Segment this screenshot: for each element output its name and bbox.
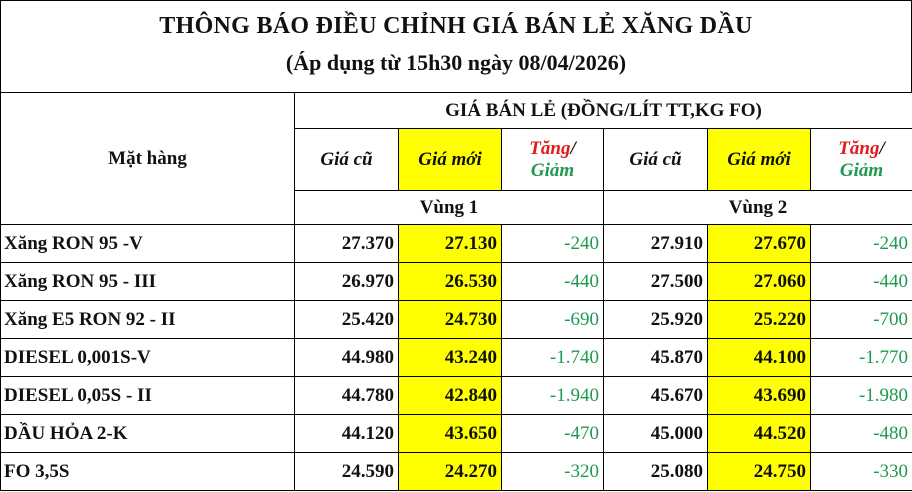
r1-old-price: 25.420 xyxy=(294,300,399,339)
r1-new-price-header: Giá mới xyxy=(398,128,502,191)
price-table: Mặt hàng GIÁ BÁN LẺ (ĐỒNG/LÍT TT,KG FO) … xyxy=(0,92,912,491)
r2-change: -480 xyxy=(809,414,912,453)
notice-subtitle: (Áp dụng từ 15h30 ngày 08/04/2026) xyxy=(285,50,627,75)
r1-change: -240 xyxy=(501,224,604,263)
table-row: DIESEL 0,05S - II 44.780 42.840 -1.940 45.67… xyxy=(0,376,912,415)
table-row: DIESEL 0,001S-V 44.980 43.240 -1.740 45.870 4… xyxy=(0,338,912,377)
r1-change: -440 xyxy=(501,262,604,301)
region-2-header: Vùng 2 xyxy=(602,190,912,225)
r2-old-price: 45.670 xyxy=(603,376,708,415)
r1-old-price: 24.590 xyxy=(294,452,399,491)
r2-change: -440 xyxy=(809,262,912,301)
product-name: Xăng E5 RON 92 - II xyxy=(0,300,295,339)
product-name: Xăng RON 95 - III xyxy=(0,262,295,301)
price-group-header: GIÁ BÁN LẺ (ĐỒNG/LÍT TT,KG FO) xyxy=(293,92,912,129)
product-name: FO 3,5S xyxy=(0,452,295,491)
r1-change: -320 xyxy=(501,452,604,491)
r1-new-price: 24.270 xyxy=(398,452,502,491)
decrease-label: Giảm xyxy=(839,159,884,181)
r2-change-header: Tăng/Giảm xyxy=(809,128,912,191)
r2-new-price: 24.750 xyxy=(707,452,811,491)
r2-old-price: 27.500 xyxy=(603,262,708,301)
r1-change: -690 xyxy=(501,300,604,339)
r1-new-price: 43.650 xyxy=(398,414,502,453)
item-column-header: Mặt hàng xyxy=(0,92,295,225)
product-name: DIESEL 0,05S - II xyxy=(0,376,295,415)
product-name: DIESEL 0,001S-V xyxy=(0,338,295,377)
r1-change: -470 xyxy=(501,414,604,453)
r1-old-price-header: Giá cũ xyxy=(294,128,399,191)
r2-change: -1.980 xyxy=(809,376,912,415)
r1-old-price: 26.970 xyxy=(294,262,399,301)
r1-old-price: 44.120 xyxy=(294,414,399,453)
r2-new-price: 27.060 xyxy=(707,262,811,301)
r2-old-price: 45.870 xyxy=(603,338,708,377)
r1-new-price: 42.840 xyxy=(398,376,502,415)
r2-new-price: 43.690 xyxy=(707,376,811,415)
increase-label: Tăng xyxy=(838,137,880,159)
product-name: Xăng RON 95 -V xyxy=(0,224,295,263)
table-row: DẦU HỎA 2-K 44.120 43.650 -470 45.000 44.520-… xyxy=(0,414,912,453)
r1-change: -1.740 xyxy=(501,338,604,377)
slash: / xyxy=(570,137,576,159)
r2-old-price-header: Giá cũ xyxy=(603,128,708,191)
notice-title: THÔNG BÁO ĐIỀU CHỈNH GIÁ BÁN LẺ XĂNG DẦU xyxy=(159,13,753,39)
table-row: Xăng RON 95 - III 26.970 26.530 -440 27.500 2… xyxy=(0,262,912,301)
r2-new-price: 27.670 xyxy=(707,224,811,263)
r2-new-price: 25.220 xyxy=(707,300,811,339)
r1-change: -1.940 xyxy=(501,376,604,415)
r2-change: -240 xyxy=(809,224,912,263)
table-row: Xăng RON 95 -V 27.370 27.130 -240 27.910 27.6… xyxy=(0,224,912,263)
r2-change: -330 xyxy=(809,452,912,491)
notice-title-block: THÔNG BÁO ĐIỀU CHỈNH GIÁ BÁN LẺ XĂNG DẦU… xyxy=(0,0,912,92)
r2-new-price: 44.100 xyxy=(707,338,811,377)
r2-old-price: 45.000 xyxy=(603,414,708,453)
r1-new-price: 43.240 xyxy=(398,338,502,377)
r1-new-price: 24.730 xyxy=(398,300,502,339)
r2-old-price: 25.080 xyxy=(603,452,708,491)
increase-label: Tăng xyxy=(529,137,571,159)
r2-change: -1.770 xyxy=(809,338,912,377)
r1-change-header: Tăng/Giảm xyxy=(501,128,604,191)
r2-old-price: 27.910 xyxy=(603,224,708,263)
r2-change: -700 xyxy=(809,300,912,339)
r2-new-price: 44.520 xyxy=(707,414,811,453)
product-name: DẦU HỎA 2-K xyxy=(0,414,295,453)
decrease-label: Giảm xyxy=(530,159,575,181)
region-1-header: Vùng 1 xyxy=(294,190,604,225)
slash: / xyxy=(879,137,885,159)
table-row: FO 3,5S 24.590 24.270 -320 25.080 24.750 -330 xyxy=(0,452,912,491)
r1-new-price: 27.130 xyxy=(398,224,502,263)
r2-new-price-header: Giá mới xyxy=(707,128,811,191)
table-row: Xăng E5 RON 92 - II 25.420 24.730 -690 25.92… xyxy=(0,300,912,339)
r1-old-price: 44.980 xyxy=(294,338,399,377)
r2-old-price: 25.920 xyxy=(603,300,708,339)
r1-old-price: 44.780 xyxy=(294,376,399,415)
r1-new-price: 26.530 xyxy=(398,262,502,301)
r1-old-price: 27.370 xyxy=(294,224,399,263)
